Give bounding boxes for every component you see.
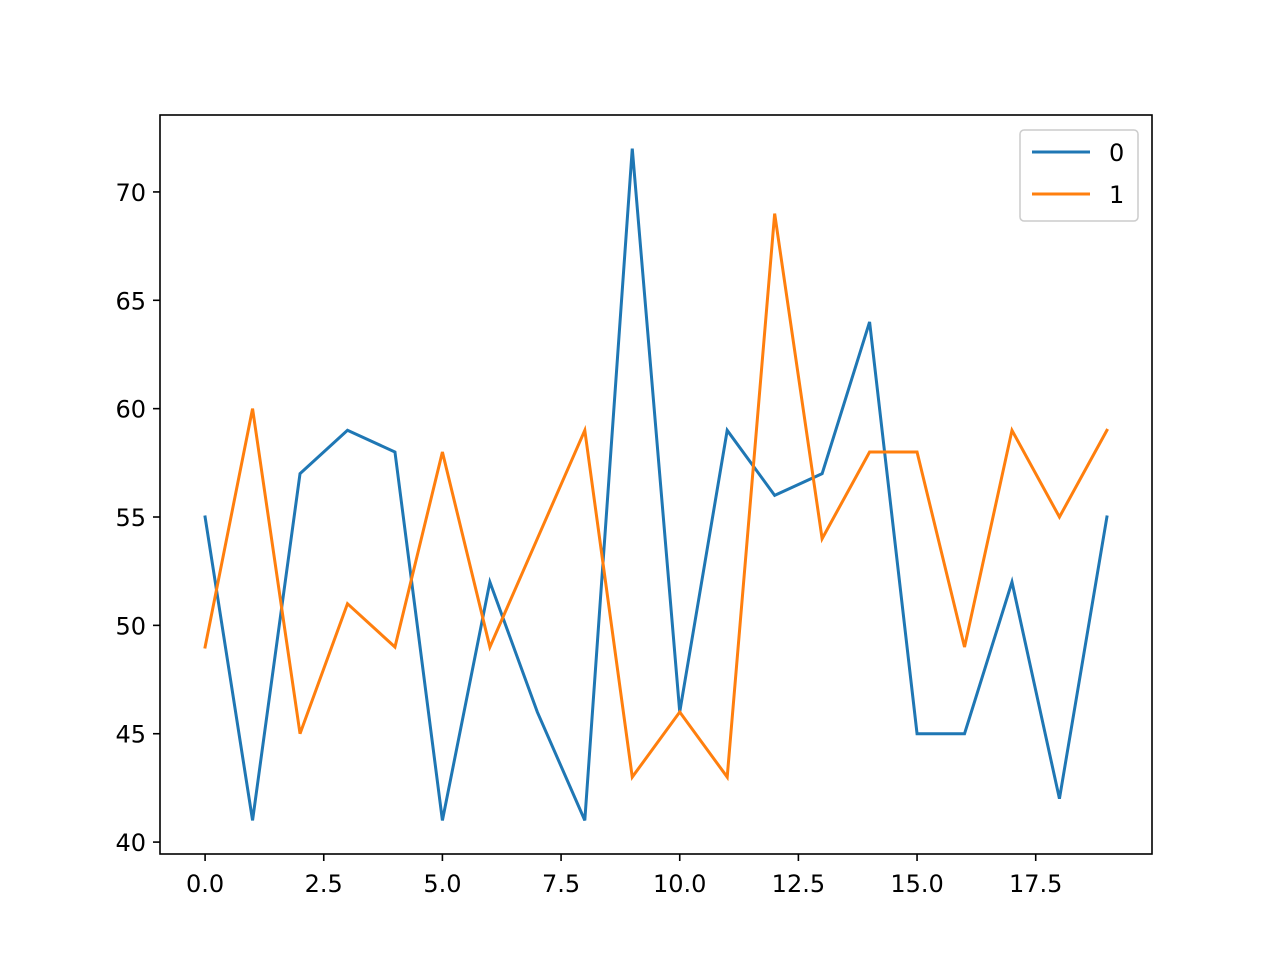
y-tick-label: 65 — [115, 287, 146, 315]
y-tick-label: 70 — [115, 179, 146, 207]
x-tick-label: 5.0 — [423, 870, 461, 898]
x-axis: 0.0 2.5 5.0 7.5 10.0 12.5 15.0 17.5 — [186, 854, 1062, 898]
x-tick-label: 7.5 — [542, 870, 580, 898]
legend: 0 1 — [1019, 129, 1139, 222]
x-tick-label: 15.0 — [890, 870, 943, 898]
y-axis: 40 45 50 55 60 65 70 — [115, 179, 160, 857]
x-tick-label: 0.0 — [186, 870, 224, 898]
series-line-1 — [203, 213, 1109, 782]
x-tick-label: 17.5 — [1009, 870, 1062, 898]
plot-lines — [203, 148, 1109, 822]
y-tick-label: 60 — [115, 396, 146, 424]
x-tick-label: 2.5 — [305, 870, 343, 898]
y-tick-label: 40 — [115, 829, 146, 857]
x-tick-label: 10.0 — [653, 870, 706, 898]
legend-label-series-0: 0 — [1109, 139, 1124, 167]
y-tick-label: 55 — [115, 504, 146, 532]
y-tick-label: 45 — [115, 721, 146, 749]
series-line-0 — [203, 148, 1109, 822]
y-tick-label: 50 — [115, 612, 146, 640]
x-tick-label: 12.5 — [772, 870, 825, 898]
plot-frame — [159, 114, 1153, 855]
legend-label-series-1: 1 — [1109, 181, 1124, 209]
